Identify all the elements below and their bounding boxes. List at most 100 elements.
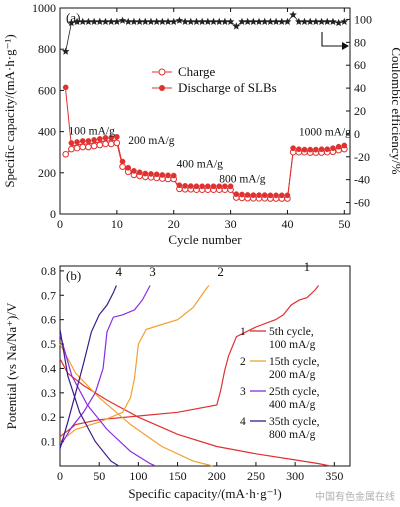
y2-tick-label-a: -20	[354, 150, 370, 164]
discharge-point	[341, 142, 348, 149]
rate-annotation: 800 mA/g	[219, 174, 266, 186]
charge-point	[62, 150, 69, 158]
discharge-point	[62, 84, 69, 91]
ce-point	[175, 16, 184, 24]
discharge-point	[318, 146, 325, 153]
ce-point	[221, 17, 229, 25]
curve-4-charge	[59, 285, 117, 450]
y2-tick-label-a: 20	[354, 104, 366, 118]
ce-point	[130, 17, 138, 25]
discharge-point	[204, 183, 211, 190]
legend-num-3: 3	[240, 386, 246, 398]
curve-2-charge	[59, 285, 210, 443]
y-tick-label-b: 0.5	[41, 337, 56, 351]
rate-annotation: 400 mA/g	[177, 159, 224, 171]
x-tick-label-b: 350	[325, 469, 343, 483]
discharge-point	[256, 192, 262, 198]
charge-point	[107, 140, 115, 148]
discharge-point	[85, 138, 92, 144]
watermark: 中国有色金属在线	[315, 490, 395, 503]
x-tick-label-b: 100	[129, 469, 147, 483]
discharge-point	[148, 171, 154, 177]
ce-point	[90, 17, 98, 25]
legend-text1-3: 25th cycle,	[269, 386, 320, 398]
y-tick-label-b: 0.3	[41, 386, 56, 400]
y-tick-label-a: 1000	[32, 1, 56, 15]
discharge-point	[153, 171, 160, 178]
ce-point	[340, 17, 349, 25]
ce-point	[164, 17, 172, 25]
charge-point	[90, 142, 98, 150]
ce-point	[226, 17, 235, 25]
y2-tick-label-a: -60	[354, 196, 370, 210]
y2-tick-label-a: 100	[354, 12, 372, 26]
x-tick-label-a: 20	[168, 217, 180, 231]
curve-1-charge	[59, 285, 320, 438]
x-tick-label-a: 50	[338, 217, 350, 231]
right-axis-arrowhead	[342, 42, 349, 50]
ce-point	[67, 18, 76, 27]
discharge-point	[273, 192, 279, 199]
curve-3-charge	[59, 285, 151, 447]
ce-point	[289, 10, 297, 19]
panel-b: 0 50 100 150 200 250 300 350 0.1 0.2 0.3 0.4 0.5 0.6 0…	[4, 259, 351, 501]
ce-point	[113, 17, 121, 25]
ce-point	[283, 17, 292, 25]
discharge-point	[199, 183, 206, 190]
ce-point	[118, 16, 127, 24]
y2-tick-label-a: -40	[354, 173, 370, 187]
discharge-point	[239, 191, 245, 198]
discharge-point	[182, 183, 188, 189]
discharge-point	[216, 183, 223, 190]
x-tick-label-a: 30	[225, 217, 237, 231]
discharge-point	[284, 192, 291, 199]
ce-point	[334, 18, 343, 27]
y-tick-label-b: 0.2	[41, 410, 56, 424]
ce-point	[329, 17, 337, 25]
rate-annotation: 100 mA/g	[69, 126, 116, 138]
discharge-point	[210, 183, 217, 190]
ce-point	[215, 17, 223, 25]
y2-tick-label-a: 40	[354, 81, 366, 95]
discharge-point	[295, 146, 302, 153]
legend-num-4: 4	[240, 416, 246, 428]
discharge-point	[290, 145, 296, 152]
ce-point	[238, 17, 246, 25]
discharge-point	[74, 139, 80, 145]
discharge-point	[307, 146, 314, 153]
ce-point	[243, 17, 252, 25]
discharge-point	[233, 191, 240, 197]
y-tick-label-a: 600	[38, 83, 56, 97]
discharge-point	[125, 164, 132, 171]
charge-point	[119, 163, 126, 170]
discharge-point	[114, 133, 120, 140]
ce-point	[96, 17, 104, 25]
ce-point	[204, 17, 212, 25]
charge-point	[85, 143, 92, 151]
x-tick-label-b: 0	[57, 469, 63, 483]
y-tick-label-b: 0.1	[41, 435, 56, 449]
ce-point	[312, 17, 320, 25]
panel-label-b: (b)	[66, 268, 81, 283]
legend-num-2: 2	[240, 356, 246, 368]
discharge-point	[108, 135, 115, 141]
ce-point	[255, 17, 263, 25]
curve-tag-4: 4	[116, 264, 123, 279]
ce-point	[135, 17, 144, 25]
ce-point	[73, 17, 81, 25]
ce-point	[152, 17, 161, 25]
legend-charge-marker	[158, 68, 166, 76]
discharge-point	[91, 137, 97, 143]
discharge-point	[278, 192, 285, 199]
discharge-point	[136, 169, 143, 176]
ce-point	[295, 17, 303, 25]
ce-point	[107, 17, 115, 25]
discharge-point	[96, 136, 103, 142]
curve-tag-3: 3	[149, 264, 156, 279]
ce-point	[272, 17, 280, 25]
right-axis-arrow	[321, 32, 342, 47]
y2-tick-label-a: 80	[354, 35, 366, 49]
ce-point	[209, 17, 218, 25]
discharge-point	[142, 170, 149, 177]
